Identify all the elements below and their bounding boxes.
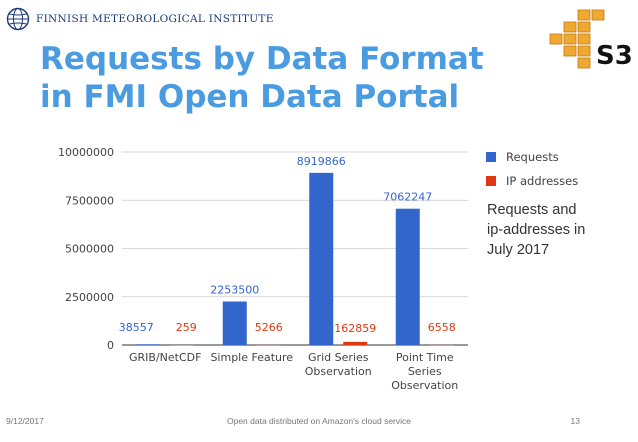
slide-title-line1: Requests by Data Format [40,41,484,77]
y-tick-label: 2500000 [65,291,114,304]
s3-logo-text: S3 [596,41,633,71]
legend-swatch-ip-addresses [486,176,496,186]
bar-chart: 0 2500000 5000000 7500000 10000000 38557 259 GR… [58,146,468,392]
x-category-label: Grid Series [308,351,369,364]
legend-item-requests: Requests [486,146,578,168]
legend-label-requests: Requests [506,150,559,164]
data-label-ip-addresses: 5266 [255,321,283,334]
legend-label-ip-addresses: IP addresses [506,174,579,188]
bar-ip-addresses [256,344,281,346]
y-tick-label: 7500000 [65,194,114,207]
footer-text: Open data distributed on Amazon's cloud … [226,416,411,426]
annotation-line3: July 2017 [487,242,550,258]
bar-ip-addresses [343,341,368,345]
chart-legend: Requests IP addresses [486,146,578,194]
bar-ip-addresses [429,344,454,346]
org-name: FINNISH METEOROLOGICAL INSTITUTE [36,13,274,25]
data-label-ip-addresses: 6558 [428,321,456,334]
chart-annotation: Requests and ip-addresses in July 2017 [487,200,617,260]
data-label-requests: 2253500 [210,284,259,297]
data-label-ip-addresses: 259 [176,321,197,334]
bar-requests [309,172,334,345]
slide-title-line2: in FMI Open Data Portal [40,79,460,115]
bar-requests [395,208,420,345]
legend-item-ip-addresses: IP addresses [486,170,578,192]
data-label-requests: 38557 [119,321,154,334]
aws-s3-logo: S3 [549,9,633,71]
data-label-ip-addresses: 162859 [334,322,376,335]
annotation-line2: ip-addresses in [487,222,586,238]
annotation-line1: Requests and [487,202,577,218]
y-tick-label: 10000000 [58,146,114,159]
footer-page-number: 13 [570,416,580,426]
legend-swatch-requests [486,152,496,162]
aws-s3-cubes-icon [549,9,605,69]
data-label-requests: 8919866 [297,155,346,168]
bar-ip-addresses [170,344,195,346]
x-category-label: Point Time [396,351,454,364]
slide-title: Requests by Data Format in FMI Open Data… [40,40,510,116]
x-category-label: Observation [305,365,372,378]
footer-date: 9/12/2017 [6,416,44,426]
y-tick-label: 5000000 [65,243,114,256]
data-label-requests: 7062247 [383,191,432,204]
bar-requests [222,301,247,345]
x-category-label: Simple Feature [210,351,293,364]
org-header: FINNISH METEOROLOGICAL INSTITUTE [6,6,274,32]
x-category-label: Series [408,365,442,378]
bar-requests [136,344,161,345]
x-category-label: Observation [391,379,458,392]
y-tick-label: 0 [107,339,114,352]
x-category-label: GRIB/NetCDF [129,351,201,364]
fmi-globe-icon [6,7,30,31]
